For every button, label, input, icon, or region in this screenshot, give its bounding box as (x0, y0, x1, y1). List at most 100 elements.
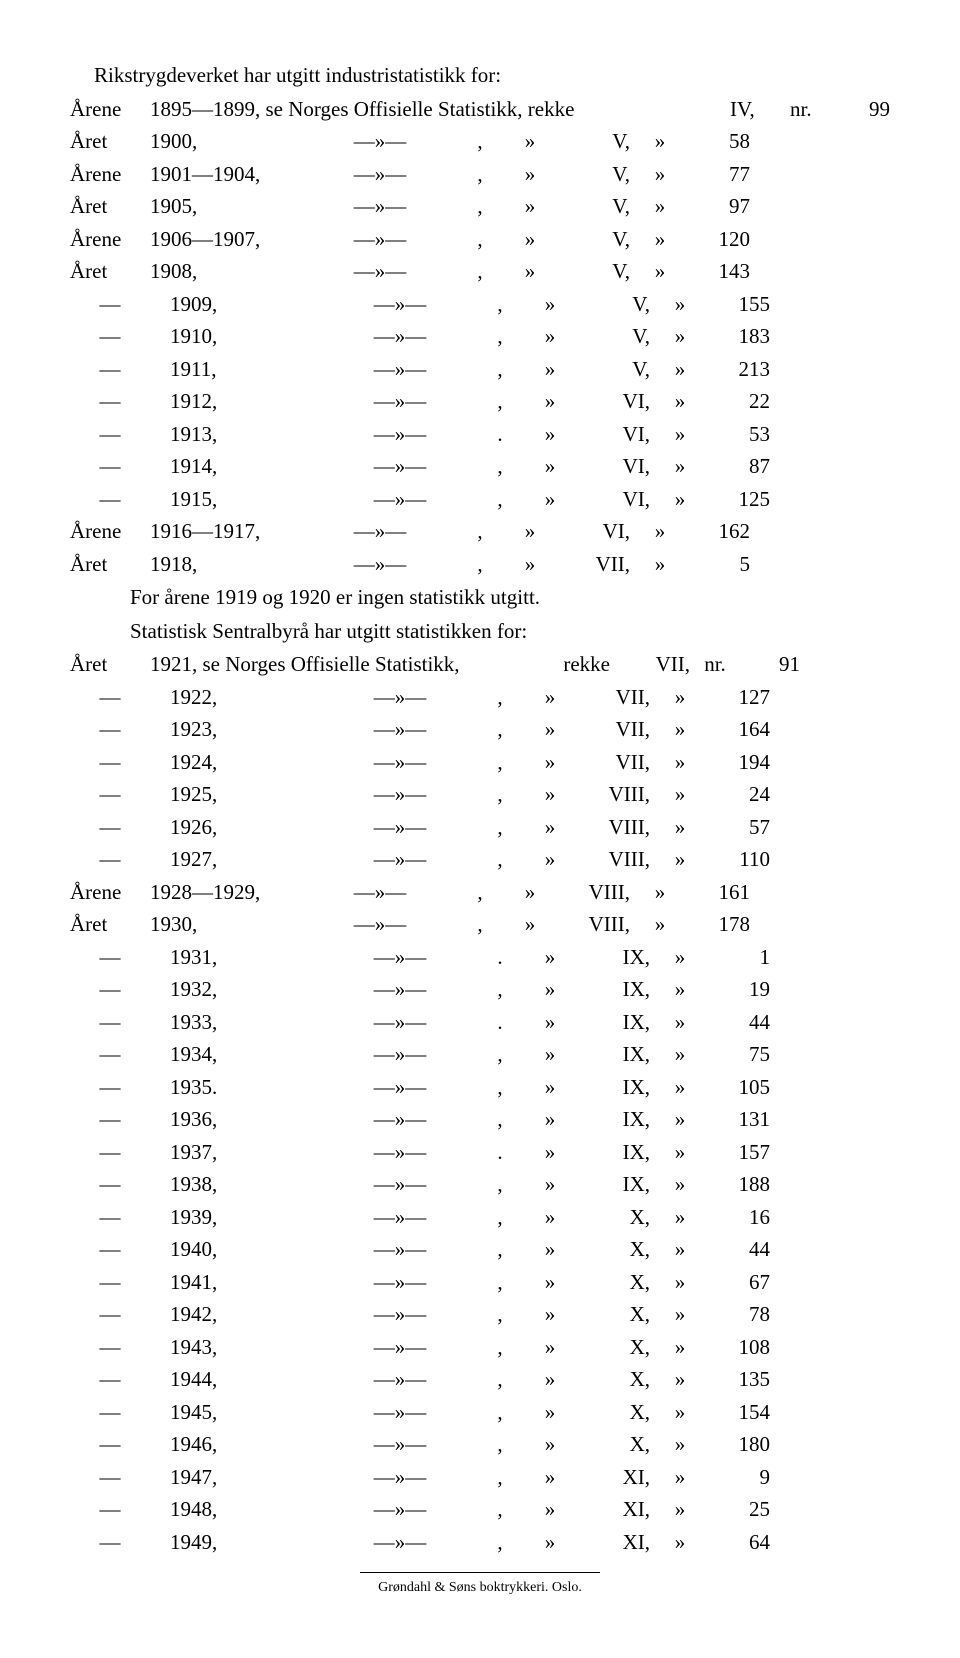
table-row: —1935.—»—,»IX,»105 (70, 1072, 890, 1104)
header-row-2: Året 1921, se Norges Offisielle Statisti… (70, 649, 890, 681)
ditto-mark: —»— (330, 354, 470, 386)
row-label: Året (70, 126, 150, 158)
row-year: 1943, (170, 1332, 330, 1364)
row-year: 1936, (170, 1104, 330, 1136)
header-row-1: Årene 1895—1899, se Norges Offisielle St… (70, 94, 890, 126)
row-year: 1925, (170, 779, 330, 811)
row-nr: 194 (710, 747, 770, 779)
table-row: —1932,—»—,»IX,»19 (70, 974, 890, 1006)
row-punct: , (470, 747, 530, 779)
table-row: —1912,—»—,»VI,»22 (70, 386, 890, 418)
row-label: — (70, 1104, 170, 1136)
quote-mark: » (650, 779, 710, 811)
row-label: — (70, 812, 170, 844)
row-year: 1912, (170, 386, 330, 418)
row-punct: , (470, 779, 530, 811)
quote-mark: » (530, 1169, 570, 1201)
row-year: 1900, (150, 126, 310, 158)
row-series: IX, (570, 1169, 650, 1201)
row-punct: , (470, 451, 530, 483)
ditto-mark: —»— (330, 321, 470, 353)
table-row: —1914,—»—,»VI,»87 (70, 451, 890, 483)
row-year: 1933, (170, 1007, 330, 1039)
row-label: — (70, 682, 170, 714)
table-row: —1945,—»—,»X,»154 (70, 1397, 890, 1429)
row-label: Årene (70, 877, 150, 909)
row-series: V, (550, 191, 630, 223)
row-year: 1941, (170, 1267, 330, 1299)
row-year: 1930, (150, 909, 310, 941)
ditto-mark: —»— (330, 1234, 470, 1266)
row-label: Årene (70, 94, 150, 126)
quote-mark: » (530, 682, 570, 714)
row-label: — (70, 1234, 170, 1266)
quote-mark: » (530, 714, 570, 746)
row-label: — (70, 419, 170, 451)
ditto-mark: —»— (330, 942, 470, 974)
table-row: —1933,—»—.»IX,»44 (70, 1007, 890, 1039)
quote-mark: » (630, 191, 690, 223)
footer-text: Grøndahl & Søns boktrykkeri. Oslo. (378, 1580, 582, 1595)
row-year: 1945, (170, 1397, 330, 1429)
row-punct: , (450, 224, 510, 256)
quote-mark: » (650, 419, 710, 451)
row-series: V, (550, 256, 630, 288)
quote-mark: » (650, 1397, 710, 1429)
row-label: — (70, 321, 170, 353)
ditto-mark: —»— (330, 1072, 470, 1104)
quote-mark: » (530, 386, 570, 418)
quote-mark: » (510, 224, 550, 256)
ditto-mark: —»— (310, 224, 450, 256)
row-nr: 44 (710, 1234, 770, 1266)
row-nr: 19 (710, 974, 770, 1006)
table-row: Året1905,—»—,»V,»97 (70, 191, 890, 223)
quote-mark: » (510, 877, 550, 909)
quote-mark: » (630, 256, 690, 288)
row-year: 1944, (170, 1364, 330, 1396)
row-year: 1908, (150, 256, 310, 288)
row-series: VI, (570, 419, 650, 451)
quote-mark: » (510, 191, 550, 223)
row-punct: , (470, 1397, 530, 1429)
row-nrword: nr. (690, 649, 740, 681)
row-year: 1937, (170, 1137, 330, 1169)
quote-mark: » (650, 1364, 710, 1396)
table-row: —1910,—»—,»V,»183 (70, 321, 890, 353)
quote-mark: » (530, 812, 570, 844)
table-row: Året1900,—»—,»V,»58 (70, 126, 890, 158)
row-year: 1938, (170, 1169, 330, 1201)
row-series: VII, (610, 649, 690, 681)
ditto-mark: —»— (330, 1527, 470, 1559)
row-label: — (70, 747, 170, 779)
quote-mark: » (530, 1527, 570, 1559)
row-year-text: 1895—1899, se Norges Offisielle Statisti… (150, 94, 710, 126)
quote-mark: » (650, 1332, 710, 1364)
row-year: 1918, (150, 549, 310, 581)
row-series: VII, (570, 714, 650, 746)
row-label: Årene (70, 159, 150, 191)
row-rekke: rekke (530, 649, 610, 681)
row-punct: , (470, 844, 530, 876)
row-year: 1905, (150, 191, 310, 223)
row-nr: 127 (710, 682, 770, 714)
row-label: — (70, 1462, 170, 1494)
row-punct: , (470, 386, 530, 418)
quote-mark: » (530, 321, 570, 353)
row-label: — (70, 1169, 170, 1201)
quote-mark: » (650, 1007, 710, 1039)
ditto-mark: —»— (330, 419, 470, 451)
row-year: 1928—1929, (150, 877, 310, 909)
row-label: — (70, 1039, 170, 1071)
row-nr: 164 (710, 714, 770, 746)
row-year: 1923, (170, 714, 330, 746)
row-label: — (70, 354, 170, 386)
row-label: — (70, 484, 170, 516)
quote-mark: » (530, 1397, 570, 1429)
quote-mark: » (650, 1527, 710, 1559)
ditto-mark: —»— (330, 1137, 470, 1169)
quote-mark: » (530, 1072, 570, 1104)
row-nr: 157 (710, 1137, 770, 1169)
row-punct: . (470, 942, 530, 974)
table-row: —1936,—»—,»IX,»131 (70, 1104, 890, 1136)
quote-mark: » (530, 747, 570, 779)
